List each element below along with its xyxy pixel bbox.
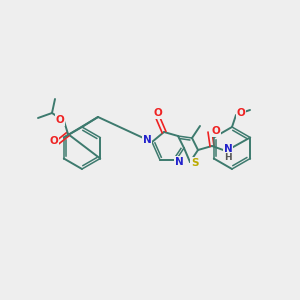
Text: N: N [142, 135, 152, 145]
Text: N: N [224, 144, 232, 154]
Text: S: S [191, 158, 199, 168]
Text: O: O [56, 115, 64, 125]
Text: O: O [50, 136, 58, 146]
Text: O: O [154, 108, 162, 118]
Text: N: N [175, 157, 183, 167]
Text: O: O [212, 126, 220, 136]
Text: O: O [237, 108, 245, 118]
Text: H: H [224, 152, 232, 161]
